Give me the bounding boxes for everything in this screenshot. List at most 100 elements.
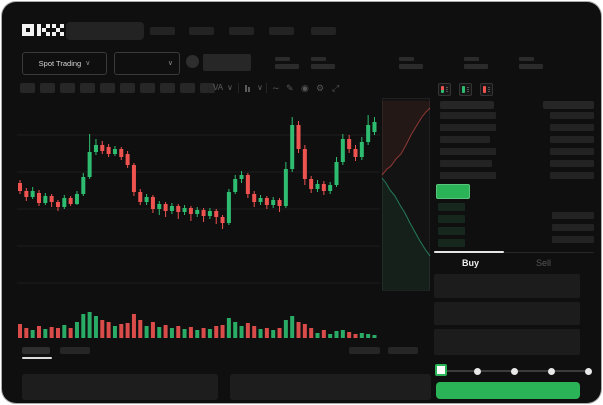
volume-bar [163, 325, 168, 338]
stat-label-placeholder [275, 57, 290, 61]
buy-tab-indicator [434, 251, 504, 253]
bid-row-price[interactable] [438, 215, 465, 223]
ask-row-amount[interactable] [550, 112, 594, 119]
bid-row-price[interactable] [438, 239, 465, 247]
orderbook-view-bids-only-icon[interactable] [459, 83, 472, 96]
interval-button[interactable] [100, 83, 115, 93]
interval-button[interactable] [120, 83, 135, 93]
volume-chart [18, 312, 377, 338]
chart-footer-right-item[interactable] [388, 347, 418, 354]
candle [328, 182, 333, 194]
candle [18, 180, 22, 194]
interval-button[interactable] [40, 83, 55, 93]
chart-footer-tab-active[interactable] [22, 347, 50, 354]
ask-row-amount[interactable] [550, 124, 594, 131]
volume-bar [372, 335, 377, 338]
chart-footer-tab[interactable] [60, 347, 90, 354]
volume-bar [131, 314, 136, 338]
candle [176, 204, 181, 219]
bottom-panel-right[interactable] [230, 374, 431, 400]
candle [93, 139, 98, 155]
ask-row-price[interactable] [440, 136, 490, 143]
volume-bar [68, 328, 73, 338]
pencil-icon[interactable]: ✎ [286, 83, 294, 93]
nav-menu-item[interactable] [311, 27, 336, 35]
ask-row-price[interactable] [440, 124, 496, 131]
volume-bar [366, 334, 371, 338]
wave-icon[interactable]: ∼ [272, 83, 280, 93]
order-form-field[interactable] [434, 302, 580, 325]
candlestick-chart[interactable] [17, 98, 432, 294]
settings-icon[interactable]: ⚙ [316, 83, 325, 93]
order-form-field[interactable] [434, 274, 580, 298]
ask-row-price[interactable] [440, 148, 496, 155]
volume-bar [150, 322, 155, 338]
volume-bar [334, 331, 339, 338]
ask-row-price[interactable] [440, 112, 496, 119]
indicator-dropdown[interactable]: VA [213, 83, 224, 92]
bid-row-price[interactable] [438, 227, 465, 235]
nav-menu-item[interactable] [150, 27, 175, 35]
tab-buy[interactable]: Buy [461, 258, 479, 268]
tab-sell[interactable]: Sell [535, 258, 551, 268]
slider-stop-dot[interactable] [474, 368, 481, 375]
bid-row-amount[interactable] [552, 236, 594, 243]
ask-row-amount[interactable] [550, 160, 594, 167]
volume-bar [100, 320, 105, 338]
slider-stop-dot[interactable] [548, 368, 555, 375]
orderbook-view-asks-only-icon[interactable] [480, 83, 493, 96]
candle [271, 197, 276, 208]
camera-icon[interactable]: ◉ [301, 83, 309, 93]
interval-button[interactable] [180, 83, 195, 93]
nav-menu-item[interactable] [189, 27, 214, 35]
chart-style-icon[interactable] [245, 85, 252, 92]
interval-button[interactable] [160, 83, 175, 93]
interval-button[interactable] [140, 83, 155, 93]
search-input[interactable] [66, 22, 144, 40]
book-lines [488, 86, 490, 93]
ask-row-amount[interactable] [550, 172, 594, 179]
candle [233, 175, 238, 194]
slider-handle[interactable] [435, 364, 447, 376]
chart-footer-right-item[interactable] [349, 347, 380, 354]
interval-button[interactable] [200, 83, 215, 93]
candle [245, 173, 250, 198]
order-form-field[interactable] [434, 329, 580, 355]
slider-stop-dot[interactable] [511, 368, 518, 375]
bid-row-price[interactable] [438, 203, 465, 211]
volume-bar [239, 326, 244, 338]
buy-submit-button[interactable] [436, 382, 580, 399]
volume-bar [207, 329, 212, 338]
volume-bar [125, 323, 130, 338]
orderbook-view-combined-book-icon[interactable] [438, 83, 451, 96]
bottom-panel-left[interactable] [22, 374, 218, 400]
interval-button[interactable] [80, 83, 95, 93]
ask-row-amount[interactable] [550, 148, 594, 155]
candle [24, 188, 29, 201]
chevron-down-icon[interactable]: ∨ [227, 83, 233, 92]
ask-row-price[interactable] [440, 172, 496, 179]
volume-bar [245, 323, 250, 338]
pair-dropdown[interactable]: ∨ [114, 52, 180, 75]
ask-row-price[interactable] [440, 160, 492, 167]
chevron-down-icon: ∨ [167, 60, 173, 67]
nav-menu-item[interactable] [269, 27, 294, 35]
market-type-dropdown[interactable]: Spot Trading ∨ [22, 52, 107, 75]
chevron-down-icon[interactable]: ∨ [257, 83, 263, 92]
interval-button[interactable] [60, 83, 75, 93]
ask-row-amount[interactable] [550, 136, 594, 143]
tabs-divider [434, 252, 594, 253]
okx-logo: OKX [22, 23, 64, 38]
bid-row-amount[interactable] [552, 212, 594, 219]
stat-value-placeholder [275, 64, 299, 69]
candle [87, 134, 92, 179]
bid-row-amount[interactable] [552, 224, 594, 231]
interval-button[interactable] [20, 83, 35, 93]
fullscreen-icon[interactable]: ⤢ [332, 83, 340, 93]
slider-stop-dot[interactable] [585, 368, 592, 375]
nav-menu-item[interactable] [229, 27, 254, 35]
last-price-badge[interactable] [436, 184, 470, 199]
volume-bar [43, 329, 48, 338]
candle [68, 196, 73, 206]
